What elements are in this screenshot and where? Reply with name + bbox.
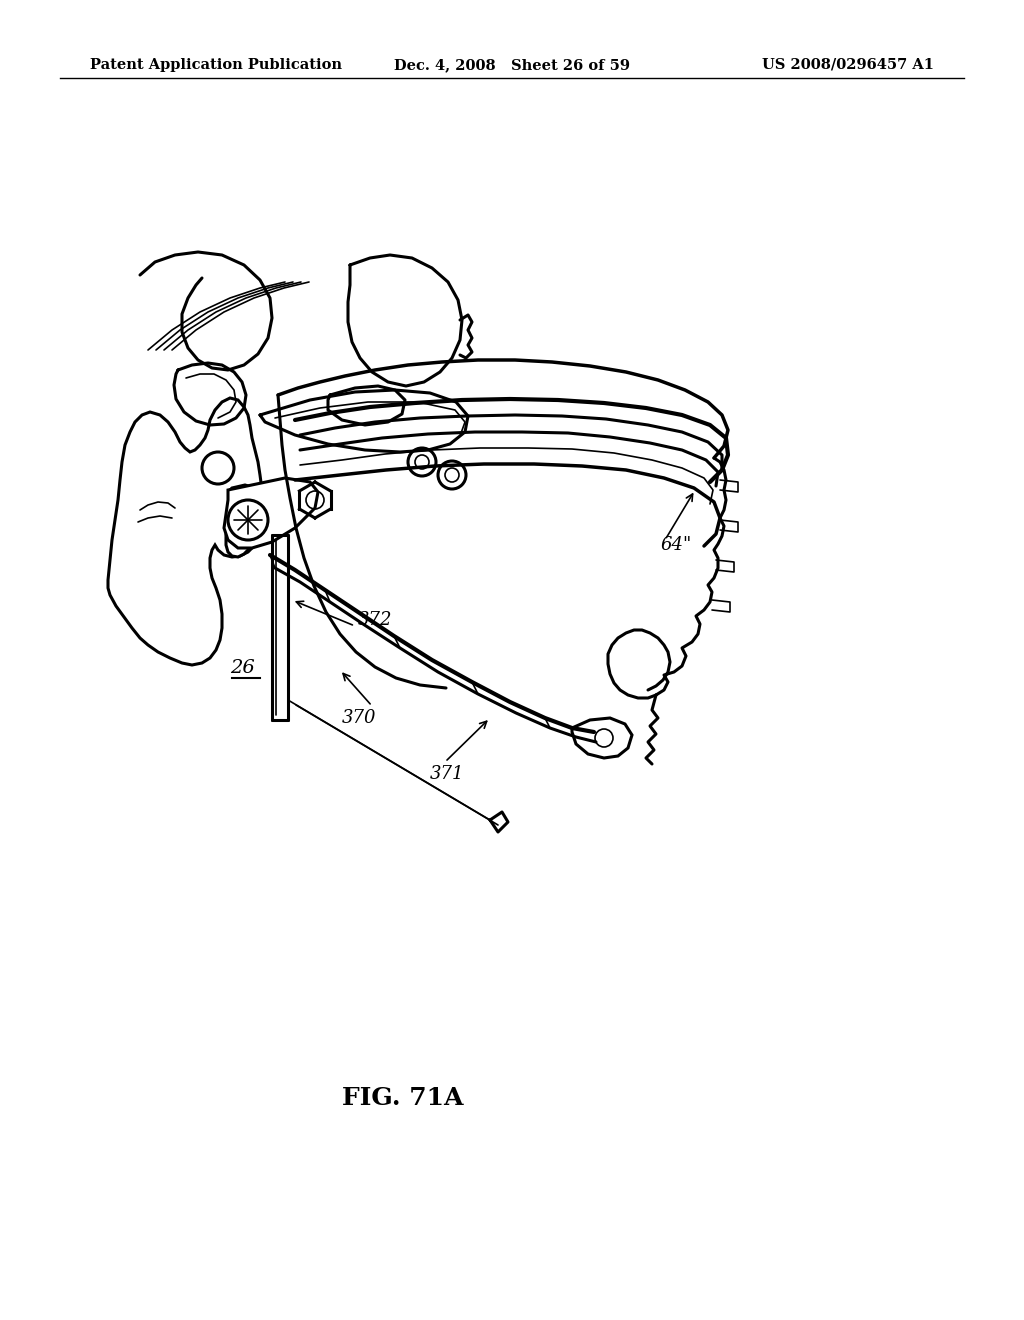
Text: 370: 370 bbox=[342, 709, 377, 727]
Polygon shape bbox=[224, 478, 318, 548]
Text: 64": 64" bbox=[660, 536, 691, 554]
Polygon shape bbox=[226, 484, 265, 557]
Text: 26: 26 bbox=[229, 659, 254, 677]
Text: Dec. 4, 2008   Sheet 26 of 59: Dec. 4, 2008 Sheet 26 of 59 bbox=[394, 58, 630, 73]
Text: FIG. 71A: FIG. 71A bbox=[342, 1086, 464, 1110]
Polygon shape bbox=[572, 718, 632, 758]
Text: Patent Application Publication: Patent Application Publication bbox=[90, 58, 342, 73]
Text: 372: 372 bbox=[358, 611, 392, 630]
Polygon shape bbox=[108, 399, 263, 665]
Text: 371: 371 bbox=[430, 766, 465, 783]
Text: US 2008/0296457 A1: US 2008/0296457 A1 bbox=[762, 58, 934, 73]
